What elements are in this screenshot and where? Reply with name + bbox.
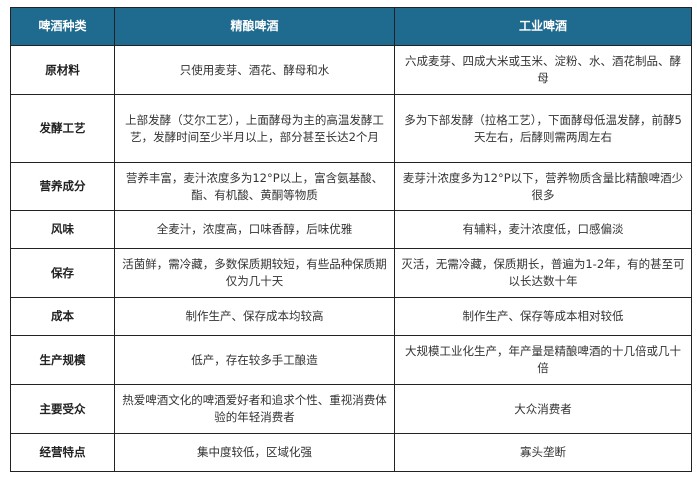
row-label: 营养成分	[10, 162, 115, 211]
craft-cell: 营养丰富，麦汁浓度多为12°P以上，富含氨基酸、酯、有机酸、黄酮等物质	[114, 162, 395, 211]
table-row: 保存 活菌鲜，需冷藏，多数保质期较短，有些品种保质期仅为几十天 灭活，无需冷藏，保质…	[10, 248, 692, 298]
industrial-cell: 灭活，无需冷藏，保质期长，普遍为1-2年，有的甚至可以长达数十年	[394, 248, 692, 298]
industrial-cell: 麦芽汁浓度多为12°P以下，营养物质含量比精酿啤酒少很多	[394, 162, 692, 211]
industrial-cell: 大规模工业化生产，年产量是精酿啤酒的十几倍或几十倍	[394, 335, 692, 385]
craft-cell: 热爱啤酒文化的啤酒爱好者和追求个性、重视消费体验的年轻消费者	[114, 384, 395, 434]
header-row: 啤酒种类 精酿啤酒 工业啤酒	[10, 7, 692, 46]
row-label: 生产规模	[10, 335, 115, 385]
industrial-cell: 多为下部发酵（拉格工艺），下面酵母低温发酵，前酵5天左右，后酵则需两周左右	[394, 94, 692, 163]
row-label: 主要受众	[10, 384, 115, 434]
craft-cell: 低产，存在较多手工酿造	[114, 335, 395, 385]
header-category: 啤酒种类	[10, 7, 115, 46]
table-row: 经营特点 集中度较低，区域化强 寡头垄断	[10, 433, 692, 472]
industrial-cell: 制作生产、保存等成本相对较低	[394, 297, 692, 336]
table-row: 生产规模 低产，存在较多手工酿造 大规模工业化生产，年产量是精酿啤酒的十几倍或几十倍	[10, 335, 692, 385]
craft-cell: 制作生产、保存成本均较高	[114, 297, 395, 336]
table-row: 营养成分 营养丰富，麦汁浓度多为12°P以上，富含氨基酸、酯、有机酸、黄酮等物质麦…	[10, 162, 692, 211]
row-label: 经营特点	[10, 433, 115, 472]
table-row: 主要受众 热爱啤酒文化的啤酒爱好者和追求个性、重视消费体验的年轻消费者 大众消费者	[10, 384, 692, 434]
craft-cell: 只使用麦芽、酒花、酵母和水	[114, 45, 395, 95]
row-label: 发酵工艺	[10, 94, 115, 163]
craft-cell: 上部发酵（艾尔工艺），上面酵母为主的高温发酵工艺，发酵时间至少半月以上，部分甚至…	[114, 94, 395, 163]
craft-cell: 全麦汁，浓度高，口味香醇，后味优雅	[114, 210, 395, 249]
table-row: 原材料 只使用麦芽、酒花、酵母和水 六成麦芽、四成大米或玉米、淀粉、水、酒花制品、酵…	[10, 45, 692, 95]
craft-cell: 活菌鲜，需冷藏，多数保质期较短，有些品种保质期仅为几十天	[114, 248, 395, 298]
row-label: 原材料	[10, 45, 115, 95]
table-row: 成本 制作生产、保存成本均较高 制作生产、保存等成本相对较低	[10, 297, 692, 336]
header-craft: 精酿啤酒	[114, 7, 395, 46]
craft-cell: 集中度较低，区域化强	[114, 433, 395, 472]
table-row: 风味 全麦汁，浓度高，口味香醇，后味优雅 有辅料，麦汁浓度低，口感偏淡	[10, 210, 692, 249]
industrial-cell: 大众消费者	[394, 384, 692, 434]
beer-comparison-table: 啤酒种类 精酿啤酒 工业啤酒 原材料 只使用麦芽、酒花、酵母和水 六成麦芽、四成大米…	[10, 7, 692, 472]
table-row: 发酵工艺 上部发酵（艾尔工艺），上面酵母为主的高温发酵工艺，发酵时间至少半月以上，…	[10, 94, 692, 163]
row-label: 成本	[10, 297, 115, 336]
header-industrial: 工业啤酒	[394, 7, 692, 46]
row-label: 风味	[10, 210, 115, 249]
industrial-cell: 有辅料，麦汁浓度低，口感偏淡	[394, 210, 692, 249]
industrial-cell: 六成麦芽、四成大米或玉米、淀粉、水、酒花制品、酵母	[394, 45, 692, 95]
row-label: 保存	[10, 248, 115, 298]
industrial-cell: 寡头垄断	[394, 433, 692, 472]
